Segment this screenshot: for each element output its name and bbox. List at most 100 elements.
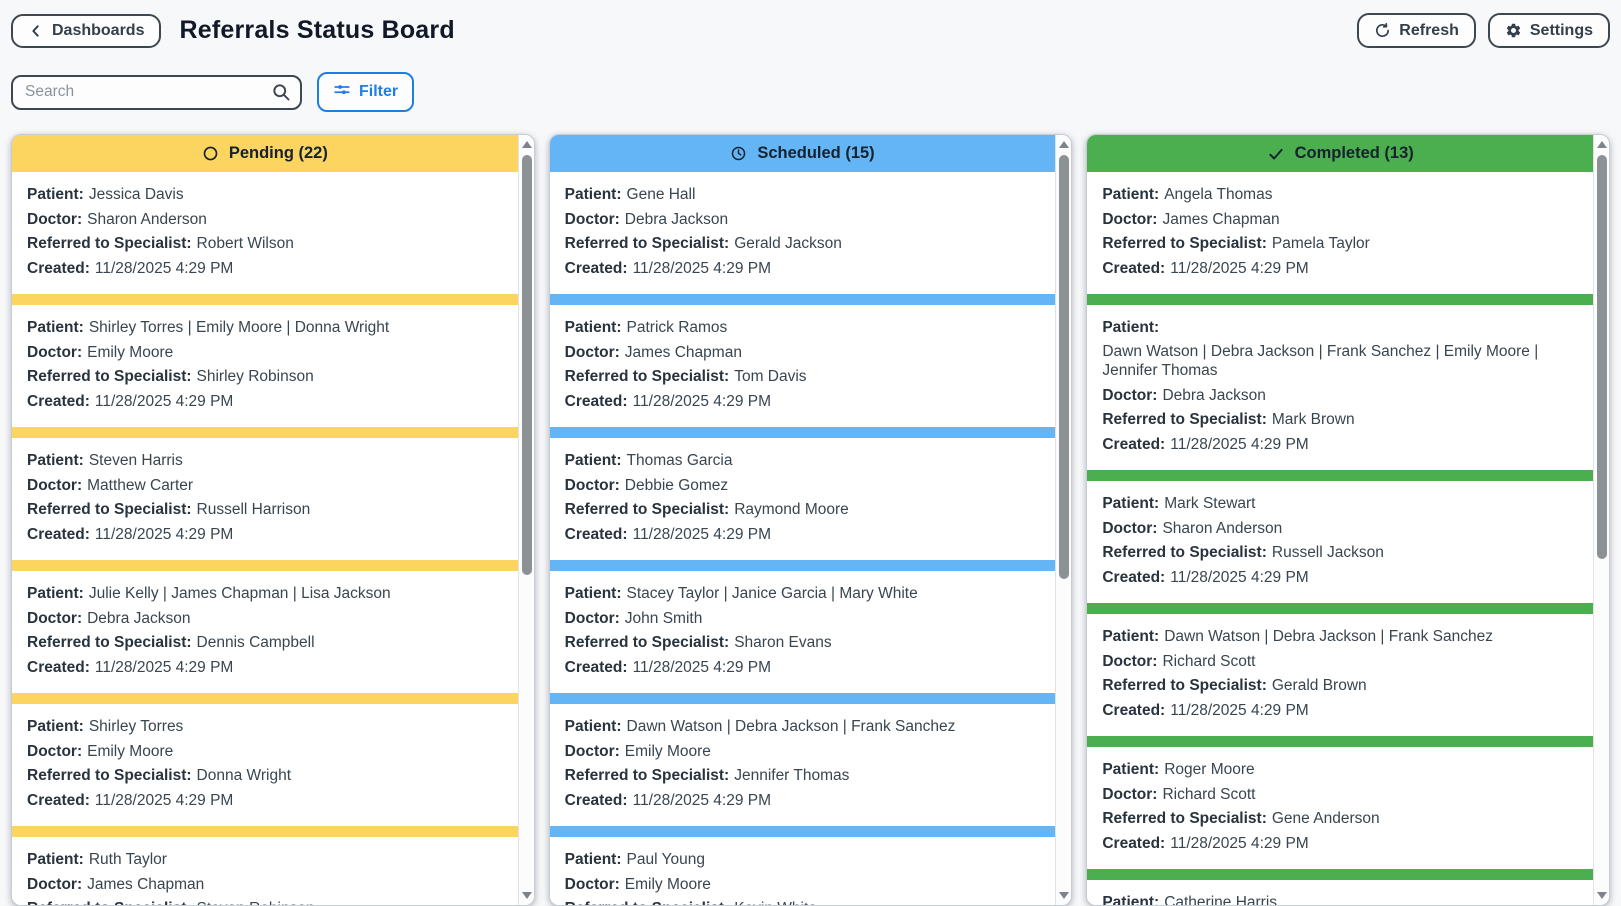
dashboards-back-button[interactable]: Dashboards [11, 13, 162, 48]
field-label: Referred to Specialist: [564, 767, 730, 784]
scrollbar-thumb[interactable] [521, 155, 532, 575]
card-separator [12, 427, 518, 438]
scroll-up-arrow[interactable] [521, 141, 532, 148]
filter-button[interactable]: Filter [317, 72, 415, 112]
created-field: Created: 11/28/2025 4:29 PM [565, 656, 1041, 681]
card-separator [549, 294, 1056, 305]
scroll-up-arrow[interactable] [1059, 141, 1070, 148]
referral-card[interactable]: Patient: Dawn Watson | Debra Jackson | Fr… [1087, 614, 1594, 736]
column-completed: Completed (13) Patient: Angela Thomas Docto… [1086, 134, 1611, 906]
scrollbar-thumb[interactable] [1597, 155, 1608, 559]
referral-card[interactable]: Patient: Mark Stewart Doctor: Sharon Anders… [1087, 481, 1594, 603]
field-value: Gerald Brown [1271, 677, 1367, 694]
referrals-board: Pending (22) Patient: Jessica Davis Doctor:… [0, 134, 1621, 906]
refresh-icon [1374, 22, 1391, 39]
field-label: Referred to Specialist: [564, 501, 730, 518]
sliders-icon [333, 81, 351, 103]
doctor-field: Doctor: Richard Scott [1102, 650, 1578, 675]
refresh-button[interactable]: Refresh [1357, 13, 1476, 48]
field-value: Jennifer Thomas [734, 767, 850, 784]
referral-card[interactable]: Patient: Shirley Torres Doctor: Emily Moore… [12, 704, 518, 826]
field-value: Shirley Torres | Emily Moore | Donna Wri… [88, 319, 390, 336]
specialist-field: Referred to Specialist: Sharon Evans [565, 631, 1041, 656]
field-label: Created: [564, 525, 628, 543]
column-pending: Pending (22) Patient: Jessica Davis Doctor:… [11, 134, 535, 906]
field-label: Created: [1102, 701, 1166, 719]
card-separator [12, 560, 518, 571]
field-label: Patient: [1102, 761, 1160, 778]
field-label: Doctor: [564, 875, 620, 893]
toolbar: Filter [0, 48, 1621, 112]
patient-field: Patient: Ruth Taylor [27, 848, 503, 873]
referral-card[interactable]: Patient: Shirley Torres | Emily Moore | D… [12, 305, 518, 427]
created-field: Created: 11/28/2025 4:29 PM [565, 523, 1041, 548]
doctor-field: Doctor: Emily Moore [565, 740, 1041, 765]
field-label: Doctor: [27, 875, 83, 893]
referral-card[interactable]: Patient: Thomas Garcia Doctor: Debbie Gomez… [549, 438, 1056, 560]
referral-card[interactable]: Patient: Gene Hall Doctor: Debra Jackson Ref… [549, 172, 1056, 294]
field-label: Referred to Specialist: [1102, 677, 1267, 694]
referral-card[interactable]: Patient: Roger Moore Doctor: Richard Scott R… [1087, 747, 1594, 869]
settings-button[interactable]: Settings [1487, 13, 1610, 48]
field-label: Created: [1102, 259, 1166, 277]
card-separator [1087, 294, 1594, 305]
field-label: Doctor: [1102, 386, 1158, 404]
field-value: Gene Hall [626, 186, 696, 203]
referral-card[interactable]: Patient: Dawn Watson | Debra Jackson | Fr… [1087, 305, 1594, 470]
specialist-field: Referred to Specialist: Russell Harrison [27, 498, 503, 523]
referral-card[interactable]: Patient: Steven Harris Doctor: Matthew Cart… [12, 438, 518, 560]
referral-card[interactable]: Patient: Stacey Taylor | Janice Garcia | … [549, 571, 1056, 693]
column-body-completed: Completed (13) Patient: Angela Thomas Docto… [1087, 135, 1594, 905]
field-label: Patient: [27, 186, 84, 203]
field-label: Patient: [564, 452, 622, 469]
referral-card[interactable]: Patient: Angela Thomas Doctor: James Chapma… [1087, 172, 1594, 294]
search-input[interactable] [11, 74, 302, 110]
referral-card[interactable]: Patient: Patrick Ramos Doctor: James Chapma… [549, 305, 1056, 427]
field-label: Created: [27, 525, 90, 543]
column-scrollbar[interactable] [1593, 135, 1610, 905]
referral-card[interactable]: Patient: Dawn Watson | Debra Jackson | Fr… [549, 704, 1056, 826]
field-label: Created: [1102, 435, 1166, 453]
field-label: Patient: [27, 718, 84, 735]
card-separator [549, 826, 1056, 837]
doctor-field: Doctor: James Chapman [565, 341, 1041, 366]
field-value: 11/28/2025 4:29 PM [632, 791, 772, 809]
referral-card[interactable]: Patient: Jessica Davis Doctor: Sharon Ander… [12, 172, 518, 294]
scroll-down-arrow[interactable] [521, 892, 532, 899]
field-label: Created: [564, 259, 628, 277]
scroll-down-arrow[interactable] [1059, 892, 1070, 899]
card-separator [12, 294, 518, 305]
field-value: Dawn Watson | Debra Jackson | Frank Sanc… [1102, 342, 1539, 380]
field-value: Mark Stewart [1164, 495, 1256, 512]
field-value: Steven Harris [88, 452, 183, 469]
card-separator [549, 693, 1056, 704]
column-title: Scheduled (15) [757, 144, 875, 162]
specialist-field: Referred to Specialist: Gerald Jackson [565, 232, 1041, 257]
referral-card[interactable]: Patient: Julie Kelly | James Chapman | Li… [12, 571, 518, 693]
field-label: Doctor: [564, 742, 620, 760]
field-value: Russell Jackson [1271, 544, 1384, 561]
column-scheduled: Scheduled (15) Patient: Gene Hall Doctor: De… [548, 134, 1073, 906]
column-scrollbar[interactable] [517, 135, 534, 905]
scroll-up-arrow[interactable] [1597, 141, 1608, 148]
circle-icon [202, 145, 219, 162]
settings-label: Settings [1529, 21, 1593, 39]
created-field: Created: 11/28/2025 4:29 PM [1102, 832, 1578, 857]
field-value: Matthew Carter [87, 476, 194, 494]
gear-icon [1505, 22, 1522, 39]
column-scrollbar[interactable] [1055, 135, 1072, 905]
check-icon [1267, 145, 1285, 163]
scroll-down-arrow[interactable] [1597, 892, 1608, 899]
field-label: Doctor: [27, 742, 83, 760]
field-label: Doctor: [564, 210, 620, 228]
column-card-list: Patient: Angela Thomas Doctor: James Chapma… [1087, 172, 1594, 905]
field-value: Sharon Evans [734, 634, 832, 651]
field-value: Emily Moore [624, 875, 711, 893]
patient-field: Patient: Jessica Davis [27, 183, 503, 208]
scrollbar-thumb[interactable] [1059, 155, 1070, 579]
field-value: Emily Moore [87, 343, 174, 361]
created-field: Created: 11/28/2025 4:29 PM [27, 789, 503, 814]
